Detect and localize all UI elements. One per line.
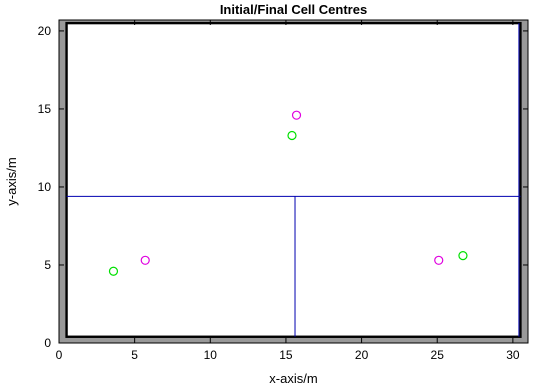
point-series0	[458, 251, 468, 261]
y-tick-label: 15	[38, 102, 52, 116]
point-series1	[434, 255, 444, 265]
x-tick-label: 15	[279, 348, 293, 362]
x-axis-label: x-axis/m	[269, 371, 317, 386]
y-tick-label: 10	[38, 180, 52, 194]
point-series1	[291, 110, 302, 120]
point-series0	[287, 130, 297, 141]
x-tick-label: 25	[431, 348, 445, 362]
chart-title: Initial/Final Cell Centres	[220, 2, 367, 17]
point-series1	[140, 255, 150, 265]
x-tick-label: 0	[56, 348, 63, 362]
x-tick-label: 10	[204, 348, 218, 362]
plot-area	[58, 19, 529, 344]
x-axis: 0 5 10 15 20 25 30	[56, 20, 520, 362]
y-tick-label: 5	[44, 258, 51, 272]
y-tick-label: 0	[44, 336, 51, 350]
y-tick-label: 20	[38, 24, 52, 38]
domain-interior	[65, 21, 522, 338]
x-tick-label: 5	[131, 348, 138, 362]
x-tick-label: 30	[506, 348, 520, 362]
y-axis: 0 5 10 15 20	[38, 24, 528, 350]
y-axis-label: y-axis/m	[4, 157, 19, 205]
axes-box	[58, 19, 529, 344]
point-series0	[108, 266, 119, 276]
x-tick-label: 20	[355, 348, 369, 362]
